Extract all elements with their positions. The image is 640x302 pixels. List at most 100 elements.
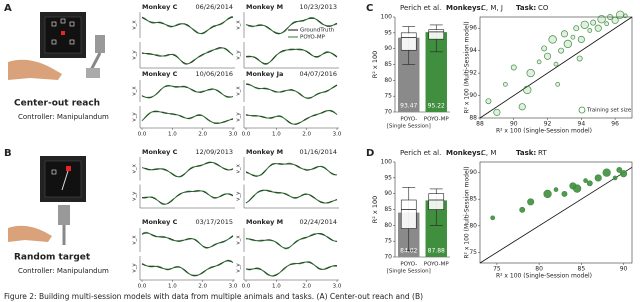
session-date: 06/26/2014 bbox=[196, 3, 233, 11]
trace bbox=[141, 47, 234, 65]
y-tick-label: 94 bbox=[469, 47, 477, 54]
point bbox=[612, 175, 618, 181]
y-tick-label: 95 bbox=[384, 174, 392, 181]
panel-label: D bbox=[366, 148, 374, 159]
y-tick-label: 95 bbox=[384, 29, 392, 36]
point bbox=[607, 14, 613, 20]
x-tick-label: 0.0 bbox=[138, 132, 147, 138]
point bbox=[526, 68, 535, 78]
point bbox=[555, 81, 561, 87]
trace bbox=[142, 190, 234, 205]
point bbox=[490, 215, 496, 221]
point bbox=[576, 55, 583, 62]
x-tick-label: [Single Session] bbox=[387, 269, 431, 275]
box bbox=[400, 199, 417, 229]
identity-line bbox=[479, 16, 633, 119]
y-tick-label: 75 bbox=[384, 93, 392, 100]
y-tick-label: 70 bbox=[384, 254, 392, 261]
y-tick-label: 85 bbox=[469, 196, 477, 203]
header-key: Task: bbox=[516, 4, 536, 12]
y-tick-label: 90 bbox=[384, 190, 392, 197]
trace bbox=[141, 231, 234, 249]
session-date: 02/24/2014 bbox=[300, 218, 337, 226]
legend-label: GroundTruth bbox=[300, 28, 335, 34]
axis-label: v_y bbox=[132, 112, 138, 122]
y-tick-label: 90 bbox=[384, 45, 392, 52]
point bbox=[541, 45, 548, 52]
point bbox=[527, 198, 535, 206]
axis-label: v_y bbox=[236, 112, 242, 122]
header-value: C, M, J bbox=[481, 4, 503, 12]
controller: Controller: Manipulandum bbox=[18, 113, 109, 121]
y-tick-label: 85 bbox=[384, 206, 392, 213]
x-tick-label: 96 bbox=[611, 121, 619, 128]
plot-frame bbox=[479, 161, 633, 264]
axis-label: v_x bbox=[132, 20, 138, 30]
trace bbox=[246, 48, 338, 65]
x-tick-label: 88 bbox=[476, 121, 484, 128]
trace bbox=[245, 16, 338, 34]
axis-label: v_y bbox=[236, 263, 242, 273]
point bbox=[510, 64, 517, 71]
axis-label: v_y bbox=[132, 263, 138, 273]
x-tick-label: POYO- bbox=[400, 117, 417, 123]
monkey-name: Monkey M bbox=[246, 3, 283, 11]
header-value: RT bbox=[538, 149, 547, 157]
y-axis-label: R² x 100 (Multi-Session model) bbox=[464, 21, 471, 113]
trace bbox=[141, 232, 234, 248]
source: Perich et al. bbox=[400, 149, 441, 157]
trace bbox=[245, 110, 338, 125]
x-tick-label: 3.0 bbox=[333, 284, 342, 290]
axis-label: v_x bbox=[236, 163, 242, 173]
x-tick-label: 1.0 bbox=[272, 132, 281, 138]
point bbox=[590, 19, 597, 26]
point bbox=[604, 21, 610, 27]
point bbox=[570, 34, 576, 40]
y-tick-label: 92 bbox=[469, 70, 477, 77]
y-axis-label: R² x 100 bbox=[371, 196, 379, 224]
monkey-name: Monkey M bbox=[246, 148, 283, 156]
monkey-name: Monkey C bbox=[142, 218, 178, 226]
trace bbox=[245, 84, 338, 99]
y-axis-label: R² x 100 bbox=[371, 51, 379, 79]
point bbox=[611, 16, 619, 24]
panel-label: A bbox=[4, 3, 12, 14]
value-label: 95.22 bbox=[428, 103, 445, 110]
y-tick-label: 100 bbox=[381, 14, 393, 21]
y-tick-label: 90 bbox=[469, 92, 477, 99]
trace bbox=[245, 163, 338, 177]
point bbox=[560, 30, 568, 38]
point bbox=[583, 178, 588, 183]
trace bbox=[245, 261, 338, 277]
trace bbox=[245, 189, 338, 204]
point bbox=[544, 52, 552, 60]
header-value: C, M bbox=[481, 149, 496, 157]
point bbox=[594, 24, 602, 32]
point bbox=[561, 190, 568, 197]
y-axis-label: R² x 100 (Multi-Session model) bbox=[464, 166, 471, 258]
x-tick-label: 1.0 bbox=[168, 284, 177, 290]
axis-label: v_x bbox=[236, 20, 242, 30]
x-tick-label: 75 bbox=[493, 266, 501, 273]
value-label: 84.02 bbox=[400, 248, 417, 255]
x-tick-label: 2.0 bbox=[302, 284, 311, 290]
x-tick-label: 80 bbox=[535, 266, 543, 273]
trace bbox=[141, 110, 234, 124]
box bbox=[428, 29, 445, 40]
panel-label: C bbox=[366, 3, 373, 14]
x-tick-label: 1.0 bbox=[168, 132, 177, 138]
legend-marker bbox=[578, 106, 586, 114]
task-name: Center-out reach bbox=[14, 99, 100, 109]
x-tick-label: 3.0 bbox=[229, 132, 238, 138]
point bbox=[586, 180, 593, 187]
x-tick-label: 0.0 bbox=[242, 132, 251, 138]
x-tick-label: [Single Session] bbox=[387, 124, 431, 130]
point bbox=[518, 103, 526, 111]
x-tick-label: 3.0 bbox=[229, 284, 238, 290]
trace bbox=[141, 16, 233, 35]
x-tick-label: 90 bbox=[510, 121, 518, 128]
x-tick-label: 2.0 bbox=[302, 132, 311, 138]
point bbox=[536, 59, 542, 65]
y-tick-label: 80 bbox=[469, 222, 477, 229]
